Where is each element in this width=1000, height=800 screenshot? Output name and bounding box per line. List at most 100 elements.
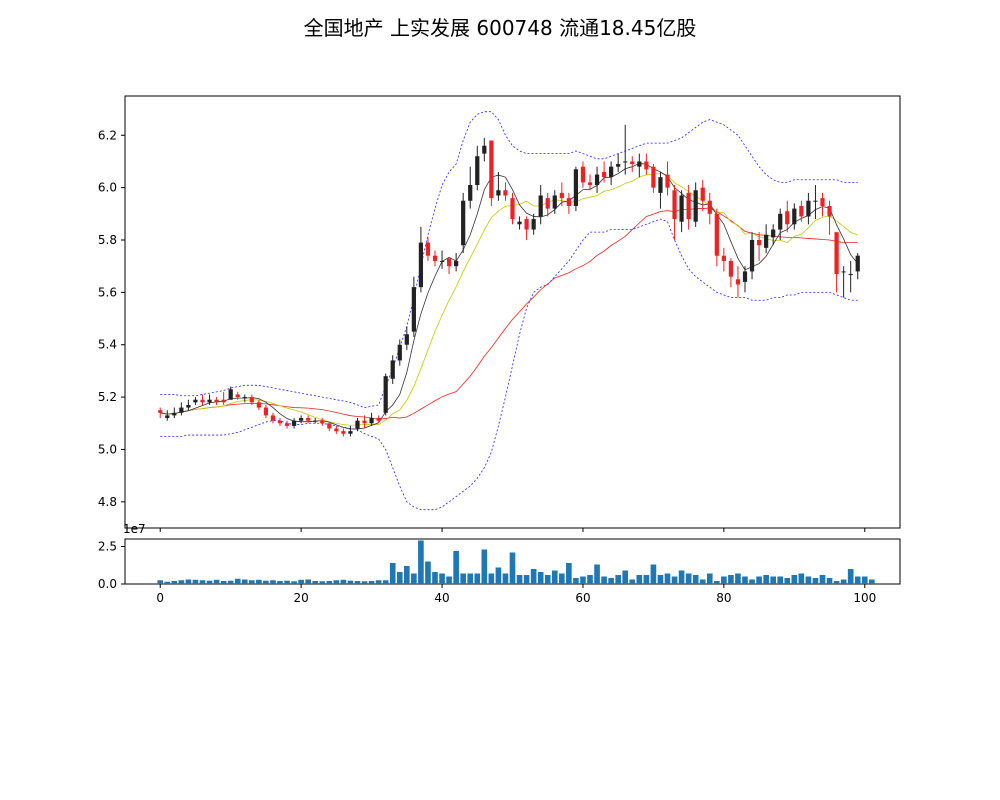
candle-body <box>313 420 318 422</box>
volume-bar <box>854 576 861 584</box>
volume-bar <box>636 575 643 584</box>
candle-body <box>320 420 325 424</box>
volume-xtick-label: 80 <box>716 591 731 605</box>
candle-body <box>327 423 332 429</box>
candle-body <box>721 255 726 261</box>
candle-body <box>848 274 853 276</box>
volume-bar <box>439 573 445 584</box>
candle-body <box>616 164 621 167</box>
candle-body <box>742 271 748 282</box>
candle-body <box>475 156 480 186</box>
volume-bar <box>256 579 262 584</box>
volume-bar <box>227 580 234 584</box>
volume-bar <box>453 551 459 584</box>
candle-body <box>686 192 691 220</box>
candle-body <box>432 255 438 261</box>
candle-body <box>820 198 825 206</box>
volume-bar <box>784 578 791 584</box>
candle-body <box>594 174 600 186</box>
candle-body <box>771 229 776 238</box>
volume-offset-label: 1e7 <box>123 522 146 536</box>
volume-bar <box>664 573 671 584</box>
volume-bar <box>192 579 199 584</box>
volume-bar <box>812 578 819 584</box>
ma5-line <box>160 163 859 430</box>
volume-bar <box>354 581 361 584</box>
candle-body <box>559 192 564 199</box>
volume-bar <box>206 580 213 584</box>
volume-bar <box>742 576 748 584</box>
candle-body <box>679 195 684 222</box>
volume-bar <box>326 581 333 584</box>
candle-body <box>503 190 508 196</box>
volume-bar <box>819 575 826 584</box>
candle-body <box>299 418 304 421</box>
volume-bar <box>411 573 417 584</box>
volume-bar <box>629 579 636 584</box>
candle-body <box>439 260 445 262</box>
candle-body <box>249 397 254 403</box>
volume-xtick-label: 60 <box>575 591 590 605</box>
candle-body <box>242 397 247 399</box>
volume-bar <box>692 575 699 584</box>
volume-bar <box>481 549 488 584</box>
candle-body <box>193 399 198 403</box>
volume-bar <box>467 573 474 584</box>
volume-bar <box>213 579 220 584</box>
volume-bar <box>622 570 629 584</box>
volume-bar <box>277 581 283 584</box>
volume-bar <box>502 573 509 584</box>
candle-body <box>383 376 388 413</box>
candle-body <box>446 258 452 267</box>
volume-bar <box>833 581 840 584</box>
volume-bar <box>573 578 579 584</box>
volume-bar <box>777 576 784 584</box>
volume-bar <box>594 564 600 584</box>
price-ytick-label: 5.6 <box>98 285 117 299</box>
volume-bar <box>671 576 678 584</box>
volume-bar <box>699 579 706 584</box>
candle-body <box>376 418 381 421</box>
volume-bar <box>361 581 368 584</box>
candle-body <box>785 211 790 225</box>
candle-body <box>538 195 543 217</box>
volume-bar <box>270 580 276 584</box>
candle-body <box>454 260 459 267</box>
price-ytick-label: 5.0 <box>98 442 117 456</box>
candle-body <box>806 200 811 217</box>
price-ytick-label: 4.8 <box>98 495 117 509</box>
volume-bar <box>516 575 523 584</box>
volume-bar <box>770 576 776 584</box>
candle-body <box>545 198 550 209</box>
volume-bar <box>869 579 875 584</box>
candle-body <box>362 420 367 424</box>
candle-body <box>390 360 395 379</box>
volume-panel: 0.0 2.5 1e7 0 20 40 60 80 100 <box>98 522 901 605</box>
candle-body <box>158 410 163 413</box>
candle-body <box>411 287 416 332</box>
candle-body <box>270 415 276 421</box>
price-ytick-label: 5.8 <box>98 233 117 247</box>
volume-bar <box>368 581 375 584</box>
price-ytick-label: 5.4 <box>98 338 117 352</box>
candle-body <box>700 187 705 201</box>
candle-body <box>489 140 494 199</box>
volume-bar <box>530 569 537 584</box>
candle-body <box>235 394 240 398</box>
candle-body <box>855 255 860 272</box>
candle-body <box>651 166 656 188</box>
candle-body <box>334 428 339 432</box>
candle-body <box>524 219 529 230</box>
volume-bar <box>382 580 389 584</box>
volume-bar <box>544 575 551 584</box>
volume-bar <box>721 576 727 584</box>
candle-body <box>496 190 501 196</box>
volume-bar <box>706 573 713 584</box>
candle-body <box>418 242 424 288</box>
candle-body <box>601 171 607 178</box>
candle-body <box>284 423 290 426</box>
volume-xtick-label: 100 <box>853 591 876 605</box>
candle-body <box>799 205 804 217</box>
volume-bar <box>171 581 178 584</box>
